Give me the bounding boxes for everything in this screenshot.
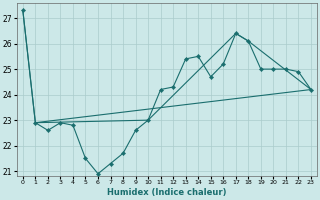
X-axis label: Humidex (Indice chaleur): Humidex (Indice chaleur) xyxy=(107,188,227,197)
